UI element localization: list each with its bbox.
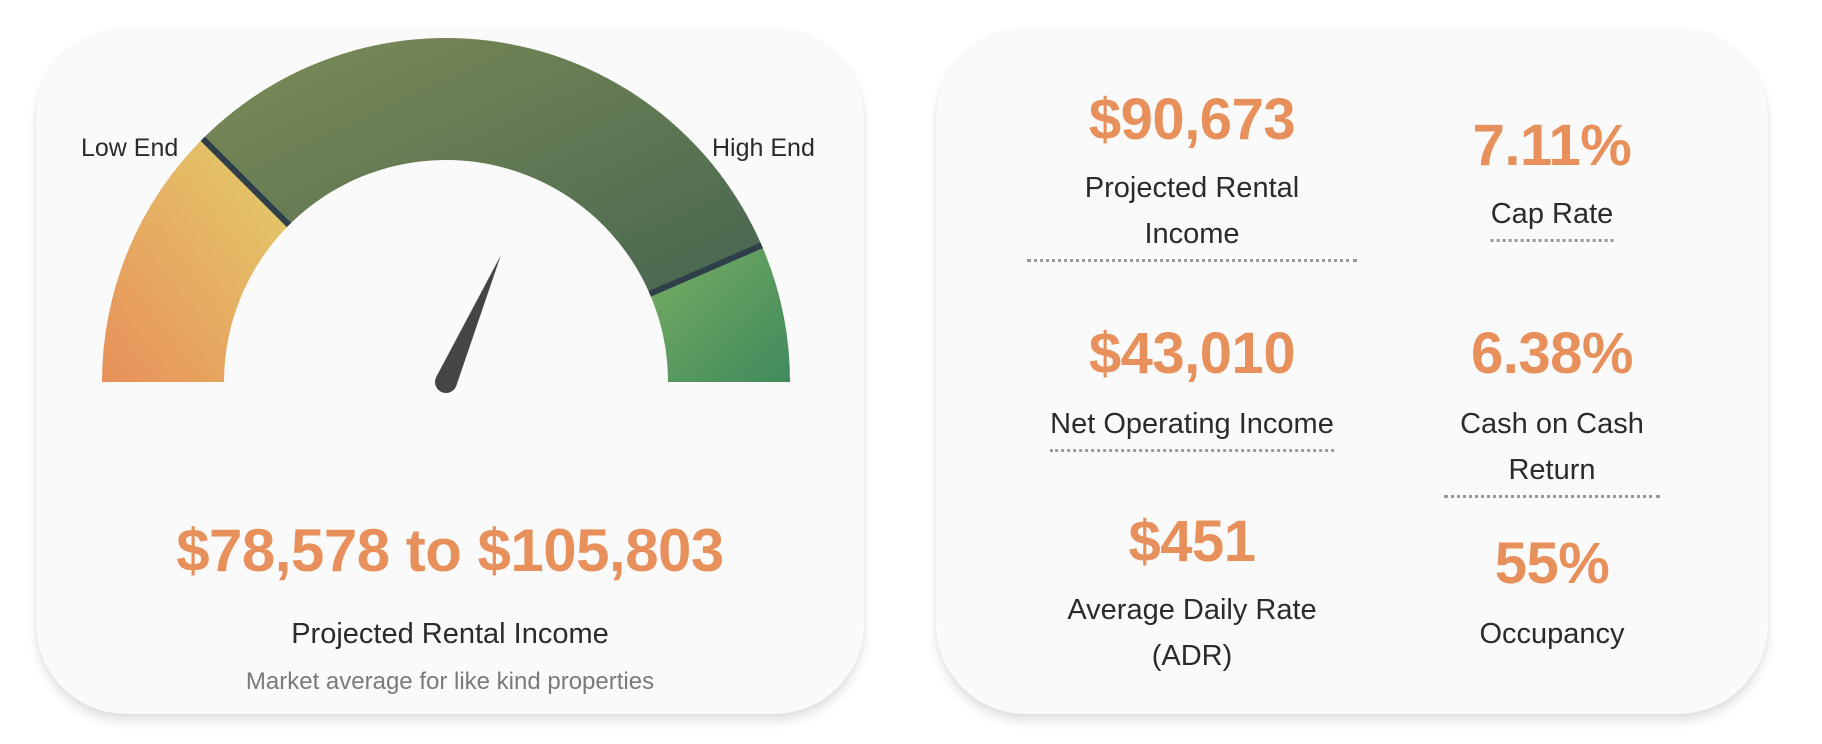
low-end-label: Low End [81, 134, 179, 162]
metric-value: $451 [1128, 509, 1256, 574]
metric-value: $43,010 [1088, 321, 1296, 386]
gauge-low-segment [102, 138, 290, 382]
metric-label-line: Occupancy [1479, 618, 1625, 650]
gauge-high-divider [648, 242, 763, 297]
high-end-label: High End [712, 134, 815, 162]
metric-label-line: Cash on Cash Return [1460, 408, 1644, 486]
metric-label[interactable]: Net Operating Income [1050, 401, 1334, 452]
metric-net-operating-income: $43,010 Net Operating Income [1050, 320, 1334, 452]
metric-label: Occupancy [1479, 611, 1624, 659]
metric-label[interactable]: Projected Rental Income [1027, 165, 1357, 262]
metric-label[interactable]: Cap Rate [1490, 191, 1614, 242]
metric-value: 6.38% [1471, 321, 1633, 386]
rental-income-gauge [102, 37, 790, 393]
metric-projected-rental-income: $90,673 Projected Rental Income [1027, 86, 1357, 262]
metric-cash-on-cash-return: 6.38% Cash on Cash Return [1444, 320, 1660, 498]
metric-label-line: Projected Rental [1084, 172, 1300, 204]
gauge-low-divider [200, 136, 292, 228]
metric-label: Average Daily Rate (ADR) [1067, 587, 1316, 681]
metric-average-daily-rate: $451 Average Daily Rate (ADR) [1067, 508, 1316, 681]
metric-label-line: Income [1144, 218, 1240, 250]
projected-range-value: $78,578 to $105,803 [176, 517, 724, 584]
metric-label-line: Cap Rate [1490, 198, 1614, 230]
metric-cap-rate: 7.11% Cap Rate [1473, 112, 1632, 242]
metric-value: $90,673 [1088, 87, 1296, 152]
metric-label[interactable]: Cash on Cash Return [1444, 401, 1660, 498]
metric-label-line: Net Operating Income [1050, 408, 1334, 440]
metric-value: 7.11% [1472, 113, 1632, 178]
gauge-needle [434, 255, 501, 393]
gauge-mid-segment [202, 37, 762, 294]
metric-occupancy: 55% Occupancy [1479, 530, 1624, 659]
gauge-card: Low End High End $78,578 to $105,803 Pro… [36, 28, 864, 714]
gauge-subtitle: Market average for like kind properties [245, 668, 655, 695]
metric-label-line: Average Daily Rate [1067, 594, 1317, 626]
gauge-title: Projected Rental Income [291, 618, 609, 650]
metrics-card: $90,673 Projected Rental Income 7.11% Ca… [936, 28, 1768, 714]
metric-label-line: (ADR) [1151, 640, 1233, 672]
metric-value: 55% [1494, 531, 1610, 596]
